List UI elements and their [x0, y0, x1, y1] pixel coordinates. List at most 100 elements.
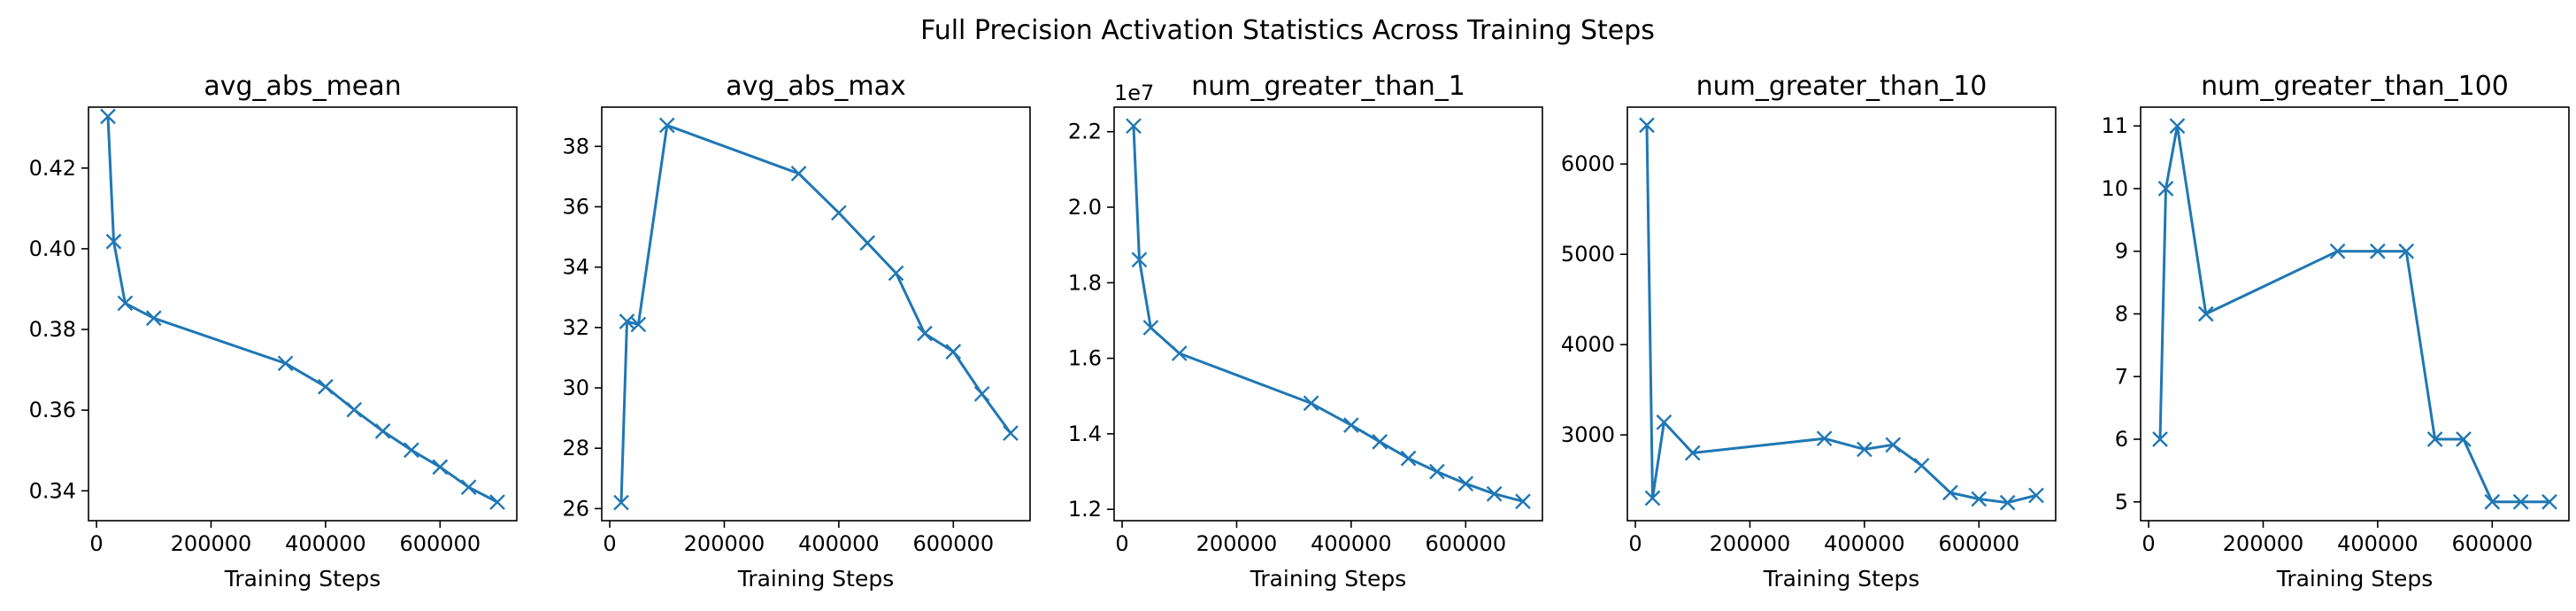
data-point [790, 166, 807, 182]
marker-stroke [2426, 431, 2443, 447]
data-point [658, 117, 675, 134]
y-tick-label: 11 [2101, 113, 2128, 138]
y-tick-label: 36 [562, 194, 589, 219]
data-point [917, 325, 933, 342]
data-point [346, 401, 363, 418]
marker-stroke [1457, 476, 1474, 492]
y-tick-label: 7 [2115, 364, 2128, 389]
y-tick-label: 1.2 [1068, 497, 1102, 522]
data-point [277, 355, 294, 372]
marker-stroke [105, 233, 122, 250]
y-tick-label: 6000 [1561, 151, 1615, 176]
x-axis-label: Training Steps [1250, 566, 1407, 592]
marker-stroke [2169, 118, 2186, 135]
data-point [105, 233, 122, 250]
y-tick-label: 5 [2115, 490, 2128, 514]
data-point [1656, 414, 1672, 430]
marker-stroke [888, 265, 904, 282]
x-tick-label: 200000 [684, 531, 765, 556]
data-point [859, 235, 876, 251]
x-tick-label: 600000 [399, 531, 481, 556]
marker-stroke [1656, 414, 1672, 430]
data-point [2398, 243, 2415, 259]
marker-stroke [1913, 457, 1930, 474]
x-tick-label: 400000 [798, 531, 880, 556]
data-point [888, 265, 904, 282]
data-point [1343, 417, 1359, 433]
x-tick-label: 400000 [285, 531, 366, 556]
subplot-title: num_greater_than_100 [2201, 71, 2509, 102]
data-point [432, 459, 449, 476]
marker-stroke [489, 494, 505, 510]
marker-stroke [1131, 251, 1148, 268]
x-tick-label: 600000 [1425, 531, 1506, 556]
y-tick-label: 6 [2115, 427, 2128, 452]
data-point [1999, 494, 2016, 511]
marker-stroke [1999, 494, 2016, 511]
marker-stroke [658, 117, 675, 134]
marker-stroke [1303, 395, 1319, 412]
axes-frame [1626, 106, 2057, 522]
data-point [1142, 320, 1159, 336]
marker-stroke [1003, 425, 1019, 441]
x-tick-label: 400000 [2337, 531, 2418, 556]
data-point [1885, 437, 1902, 453]
marker-stroke [2157, 181, 2174, 197]
x-tick-label: 0 [89, 531, 103, 556]
marker-stroke [432, 459, 449, 476]
marker-stroke [2541, 493, 2557, 510]
data-point [2028, 487, 2044, 504]
marker-stroke [2152, 431, 2168, 447]
marker-stroke [1857, 441, 1872, 458]
x-tick-label: 0 [1115, 531, 1128, 556]
subplot-title: num_greater_than_10 [1696, 71, 1988, 102]
data-point [973, 385, 990, 402]
x-axis-label: Training Steps [2276, 566, 2434, 592]
subplot-1: avg_abs_mean 0 200000 400000 600000 0.34 0.36 0… [29, 71, 518, 592]
marker-stroke [2370, 243, 2386, 259]
y-tick-label: 1.8 [1068, 270, 1102, 295]
subplot-title: avg_abs_max [726, 71, 906, 102]
data-point [1400, 450, 1417, 467]
marker-stroke [613, 494, 629, 511]
data-point [2484, 493, 2501, 510]
marker-stroke [917, 325, 933, 342]
x-tick-label: 600000 [2451, 531, 2533, 556]
subplot-2: avg_abs_max 0 200000 400000 600000 26 28 30 32 34… [562, 71, 1031, 592]
data-point [613, 494, 629, 511]
data-point [1816, 430, 1833, 447]
data-point [1171, 345, 1188, 361]
marker-stroke [404, 442, 419, 459]
marker-stroke [859, 235, 876, 251]
y-tick-label: 34 [562, 255, 589, 280]
data-point [1131, 251, 1148, 268]
axes-frame [601, 106, 1031, 522]
marker-stroke [831, 205, 847, 221]
marker-stroke [1171, 345, 1188, 361]
y-tick-label: 0.40 [29, 236, 76, 261]
marker-stroke [1126, 118, 1142, 135]
data-point [2329, 243, 2346, 259]
marker-stroke [1400, 450, 1417, 467]
data-point [1684, 445, 1701, 461]
y-tick-label: 0.38 [29, 317, 76, 342]
marker-stroke [1429, 463, 1445, 480]
data-point [117, 295, 134, 312]
series-line [1132, 124, 1525, 503]
marker-stroke [2197, 306, 2214, 322]
data-point [2426, 431, 2443, 447]
data-point [145, 310, 162, 327]
marker-stroke [1644, 490, 1661, 507]
y-tick-label: 5000 [1561, 242, 1615, 267]
series-line [1645, 123, 2038, 505]
marker-stroke [117, 295, 134, 312]
marker-stroke [374, 423, 391, 439]
data-point [2157, 181, 2174, 197]
x-tick-label: 0 [603, 531, 616, 556]
x-tick-label: 600000 [912, 531, 994, 556]
marker-stroke [2398, 243, 2415, 259]
y-tick-label: 0.42 [29, 156, 76, 181]
subplot-title: avg_abs_mean [204, 71, 401, 102]
subplot-3: num_greater_than_1 0 200000 400000 600000 1.2… [1068, 71, 1543, 592]
